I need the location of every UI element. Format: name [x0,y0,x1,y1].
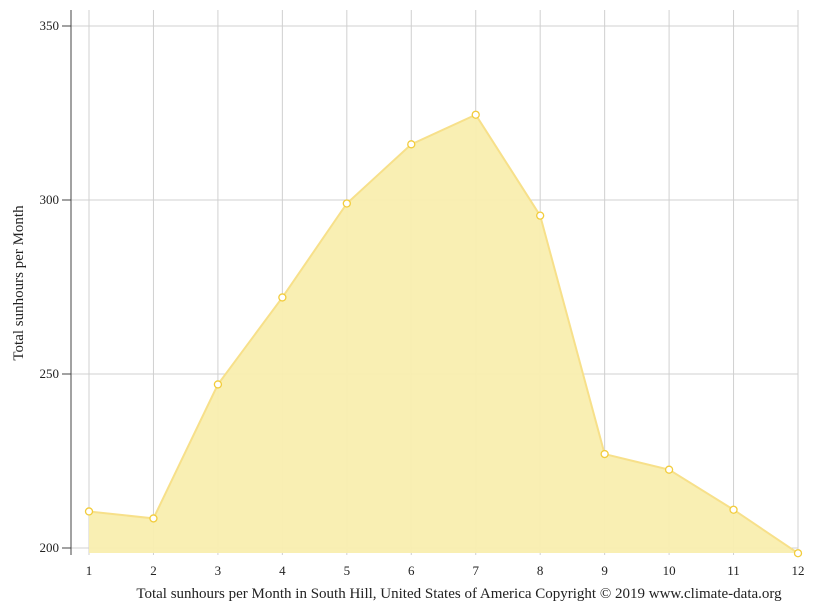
data-point [471,110,480,119]
sunhours-line [88,113,799,555]
data-point [664,465,674,474]
x-tick-label: 3 [215,563,222,578]
y-tick-label: 300 [40,192,60,207]
x-tick-label: 4 [279,563,286,578]
y-tick-label: 200 [40,540,60,555]
y-axis-title: Total sunhours per Month [11,205,27,361]
x-tick-label: 1 [86,563,93,578]
data-point [342,199,351,208]
y-ticks: 200 250 300 350 [40,18,71,555]
y-tick-label: 250 [40,366,60,381]
chart-caption: Total sunhours per Month in South Hill, … [136,586,782,602]
x-tick-label: 10 [663,563,676,578]
x-tick-label: 8 [537,563,544,578]
sunhours-area [89,114,798,554]
data-point [278,293,287,302]
x-tick-label: 6 [408,563,415,578]
x-tick-label: 9 [601,563,608,578]
data-point [729,505,738,514]
data-point [536,211,545,220]
data-point [213,380,223,389]
y-tick-label: 350 [40,18,60,33]
x-ticks: 1 2 3 4 5 6 7 8 9 10 11 12 [86,563,805,578]
x-tick-label: 12 [792,563,805,578]
data-point [149,514,158,523]
data-point [600,449,609,459]
data-point [793,549,803,558]
x-tick-label: 11 [727,563,740,578]
x-tick-label: 7 [472,563,479,578]
x-tick-label: 5 [344,563,351,578]
area-layer [88,113,799,555]
data-point [407,140,416,149]
x-tick-label: 2 [150,563,157,578]
data-point [84,507,94,516]
data-markers [84,110,803,558]
